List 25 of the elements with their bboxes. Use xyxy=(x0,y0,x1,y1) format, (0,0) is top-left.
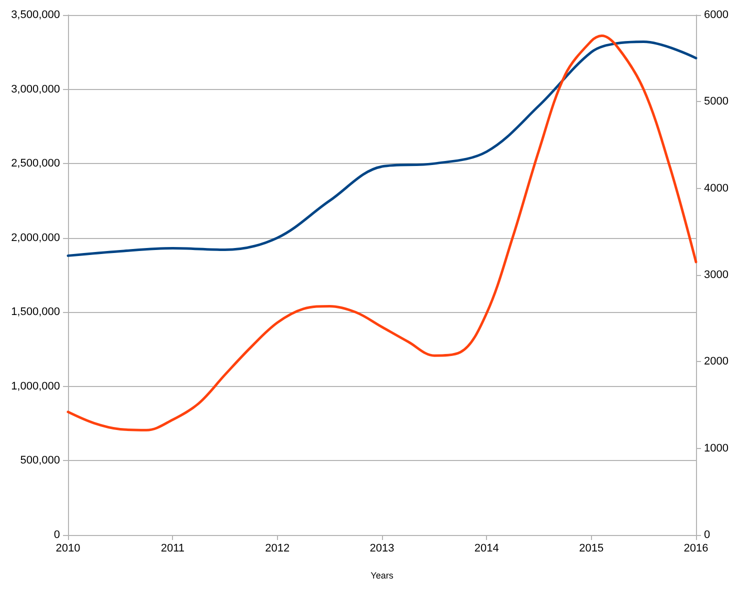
x-tick-label: 2011 xyxy=(160,542,184,554)
y-tick-label: 1,000,000 xyxy=(11,380,60,392)
y-tick-label: 3,000,000 xyxy=(11,83,60,96)
y2-tick-label: 3000 xyxy=(704,269,728,281)
y2-tick-label: 4000 xyxy=(704,182,728,194)
x-tick-label: 2013 xyxy=(370,542,394,554)
x-tick-label: 2014 xyxy=(474,542,499,554)
x-tick-label: 2015 xyxy=(579,542,604,554)
y-tick-label: 500,000 xyxy=(20,454,60,467)
x-tick-label: 2016 xyxy=(684,542,708,554)
y2-tick-label: 0 xyxy=(704,529,710,541)
x-tick-label: 2012 xyxy=(265,542,290,554)
y-tick-label: 2,000,000 xyxy=(11,232,60,244)
y2-tick-label: 2000 xyxy=(704,356,728,368)
line-series xyxy=(66,34,698,432)
x-axis-title: Years xyxy=(370,570,394,580)
y-tick-label: 1,500,000 xyxy=(11,306,60,318)
y-tick-label: 0 xyxy=(54,529,60,541)
x-tick-label: 2010 xyxy=(56,542,80,554)
line-series xyxy=(66,40,698,257)
y2-tick-label: 1000 xyxy=(704,442,728,454)
y2-tick-label: 6000 xyxy=(704,9,728,21)
y-tick-label: 3,500,000 xyxy=(11,9,60,21)
y2-tick-label: 5000 xyxy=(704,96,728,108)
y-tick-label: 2,500,000 xyxy=(11,158,60,170)
